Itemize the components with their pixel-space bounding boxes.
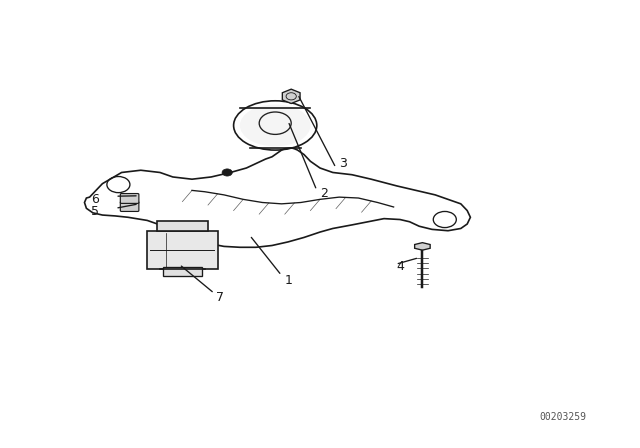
FancyBboxPatch shape [120, 194, 139, 203]
Polygon shape [282, 89, 300, 103]
FancyBboxPatch shape [120, 202, 139, 211]
Text: 5: 5 [92, 205, 99, 218]
Text: 7: 7 [216, 291, 225, 305]
Text: 4: 4 [397, 260, 404, 273]
Text: 2: 2 [320, 187, 328, 200]
Ellipse shape [240, 104, 310, 146]
Bar [157, 221, 208, 231]
Bar [163, 267, 202, 276]
Polygon shape [415, 243, 430, 250]
FancyBboxPatch shape [147, 231, 218, 269]
Circle shape [222, 169, 232, 176]
Text: 6: 6 [92, 193, 99, 206]
Text: 00203259: 00203259 [540, 412, 587, 422]
Text: 1: 1 [285, 273, 292, 287]
Text: 3: 3 [339, 157, 347, 170]
